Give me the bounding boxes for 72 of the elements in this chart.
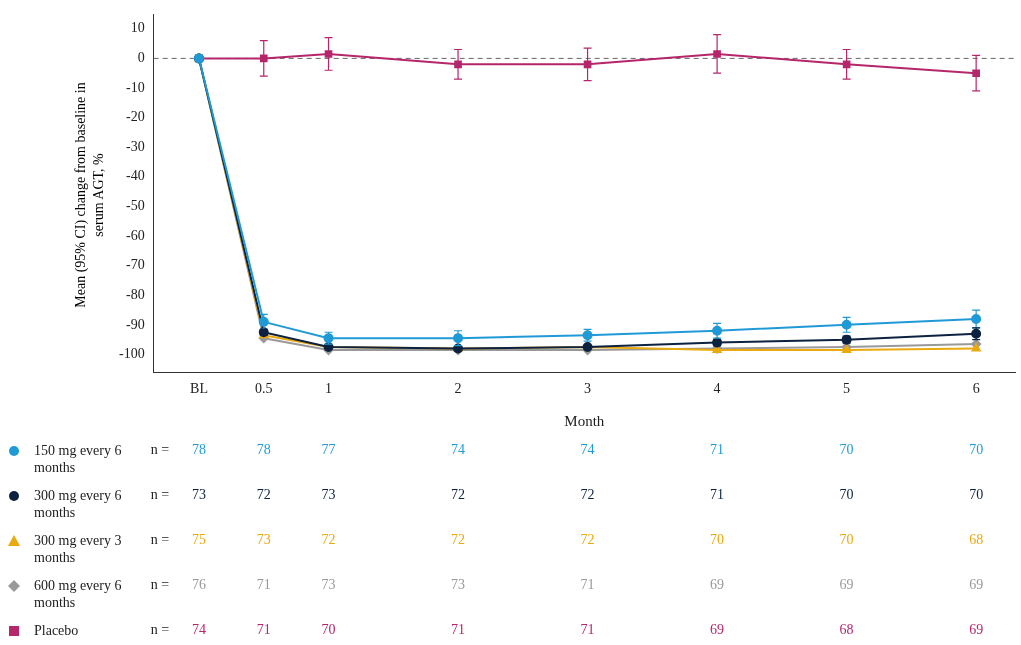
- text: 69: [969, 622, 984, 638]
- y-tick-label: -50: [125, 198, 145, 214]
- y-tick-label: -100: [118, 346, 145, 362]
- x-axis-title: Month: [564, 412, 605, 429]
- text: 71: [580, 577, 595, 593]
- text: 70: [839, 487, 854, 503]
- y-tick-label: 0: [137, 50, 145, 66]
- text: 73: [451, 577, 466, 593]
- y-tick-label: -80: [125, 286, 145, 302]
- text: 69: [710, 577, 725, 593]
- text: 70: [839, 442, 854, 458]
- legend-label: 300 mg every 6 months: [34, 487, 123, 521]
- x-tick-label: 0.5: [255, 381, 273, 397]
- text: 72: [321, 532, 336, 548]
- text: 72: [451, 532, 466, 548]
- text: 78: [256, 442, 271, 458]
- legend-label: Placebo: [34, 622, 80, 639]
- text: 73: [191, 487, 206, 503]
- y-tick-label: -20: [125, 109, 145, 125]
- text: 74: [191, 622, 206, 638]
- x-tick-label: 3: [584, 381, 592, 397]
- text: 75: [191, 532, 206, 548]
- text: 70: [969, 442, 984, 458]
- y-tick-label: -90: [125, 316, 145, 332]
- text: 70: [969, 487, 984, 503]
- x-tick-label: 2: [454, 381, 462, 397]
- text: 76: [191, 577, 206, 593]
- text: 72: [580, 532, 595, 548]
- text: 68: [969, 532, 984, 548]
- y-axis-title: Mean (95% CI) change from baseline in serum AGT, %: [72, 81, 107, 310]
- text: 73: [321, 577, 336, 593]
- y-tick-label: -10: [125, 79, 145, 95]
- legend-label: 300 mg every 3 months: [34, 532, 123, 566]
- text: 69: [839, 577, 854, 593]
- text: 68: [839, 622, 854, 638]
- text: n =: [150, 622, 170, 638]
- text: 74: [580, 442, 595, 458]
- text: 74: [451, 442, 466, 458]
- x-tick-label: 5: [843, 381, 851, 397]
- text: 72: [580, 487, 595, 503]
- text: 70: [839, 532, 854, 548]
- text: n =: [150, 442, 170, 458]
- text: 77: [321, 442, 336, 458]
- text: 69: [710, 622, 725, 638]
- x-tick-label: 1: [325, 381, 333, 397]
- text: 71: [710, 442, 725, 458]
- text: 69: [969, 577, 984, 593]
- x-tick-label: 4: [713, 381, 721, 397]
- text: 71: [256, 577, 271, 593]
- y-tick-label: -70: [125, 257, 145, 273]
- text: n =: [150, 487, 170, 503]
- text: 78: [191, 442, 206, 458]
- text: 70: [321, 622, 336, 638]
- text: 71: [256, 622, 271, 638]
- x-tick-label: BL: [190, 381, 208, 397]
- text: 72: [256, 487, 271, 503]
- y-tick-label: -60: [125, 227, 145, 243]
- text: 71: [710, 487, 725, 503]
- text: 73: [321, 487, 336, 503]
- text: n =: [150, 577, 170, 593]
- x-tick-label: 6: [972, 381, 980, 397]
- legend-label: 150 mg every 6 months: [34, 442, 123, 476]
- y-tick-label: -30: [125, 138, 145, 154]
- text: 71: [451, 622, 466, 638]
- text: n =: [150, 532, 170, 548]
- legend-label: 600 mg every 6 months: [34, 577, 123, 611]
- text: 72: [451, 487, 466, 503]
- text: 70: [710, 532, 725, 548]
- text: 71: [580, 622, 595, 638]
- y-tick-label: -40: [125, 168, 145, 184]
- y-tick-label: 10: [130, 20, 145, 36]
- text: 73: [256, 532, 271, 548]
